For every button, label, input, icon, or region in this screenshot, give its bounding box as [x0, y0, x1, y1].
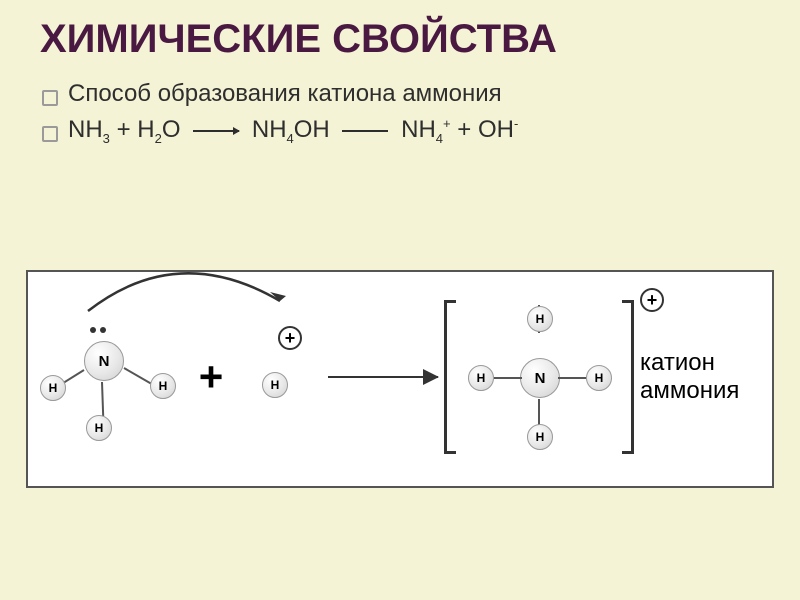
bracket-left-icon [444, 300, 456, 454]
diagram-row: N H H H + + H + N H [40, 292, 760, 462]
hydrogen-atom: H [527, 424, 553, 450]
hydrogen-atom: H [40, 375, 66, 401]
plus-charge-icon: + [640, 288, 664, 312]
nitrogen-atom: N [84, 341, 124, 381]
bullet-equation: NH3 + H2O NH4OH NH4+ + OH- [40, 112, 760, 148]
hydrogen-atom: H [527, 306, 553, 332]
eq-h2o-h: H [137, 116, 154, 143]
eq-h2o-sub: 2 [155, 131, 162, 146]
bracket-right-icon [622, 300, 634, 454]
eq-plus-2: + [457, 116, 471, 143]
eq-nh4oh-sub: 4 [287, 131, 294, 146]
eq-nh4oh-tail: OH [294, 116, 330, 143]
plus-charge-icon: + [278, 326, 302, 350]
reagent-proton: + H [232, 322, 322, 432]
lone-pair-icon [90, 327, 106, 333]
bullet-text: Способ образования катиона аммония [68, 80, 502, 107]
eq-nh4oh-base: NH [252, 116, 287, 143]
reaction-diagram: N H H H + + H + N H [26, 270, 774, 488]
eq-h2o-o: O [162, 116, 181, 143]
eq-nh3-base: NH [68, 116, 103, 143]
bond-line [101, 382, 104, 418]
eq-plus-1: + [117, 116, 131, 143]
reagent-ammonia: N H H H [40, 297, 190, 457]
cation-label: катион аммония [640, 349, 770, 404]
hydrogen-atom: H [586, 365, 612, 391]
cation-label-line1: катион [640, 349, 770, 377]
bond-line [538, 399, 540, 427]
page-title: ХИМИЧЕСКИЕ СВОЙСТВА [40, 18, 760, 60]
plus-symbol: + [196, 353, 226, 401]
eq-oh-sup: - [514, 116, 518, 131]
bond-line [494, 377, 522, 379]
hydrogen-atom: H [262, 372, 288, 398]
equation-arrow-1 [193, 130, 239, 132]
reaction-arrow-icon [328, 376, 438, 378]
eq-nh4-sup: + [443, 116, 451, 131]
eq-nh4-base: NH [401, 116, 436, 143]
bullet-list: Способ образования катиона аммония NH3 +… [40, 76, 760, 148]
cation-label-line2: аммония [640, 377, 770, 405]
eq-nh3-sub: 3 [103, 131, 110, 146]
product-ammonium: + N H H H H [444, 292, 634, 462]
slide: ХИМИЧЕСКИЕ СВОЙСТВА Способ образования к… [0, 0, 800, 600]
hydrogen-atom: H [150, 373, 176, 399]
eq-oh-base: OH [478, 116, 514, 143]
bullet-item: Способ образования катиона аммония [40, 76, 760, 112]
nitrogen-atom: N [520, 358, 560, 398]
eq-nh4-sub: 4 [436, 131, 443, 146]
hydrogen-atom: H [86, 415, 112, 441]
equation-arrow-2 [342, 130, 388, 132]
hydrogen-atom: H [468, 365, 494, 391]
bond-line [558, 377, 586, 379]
